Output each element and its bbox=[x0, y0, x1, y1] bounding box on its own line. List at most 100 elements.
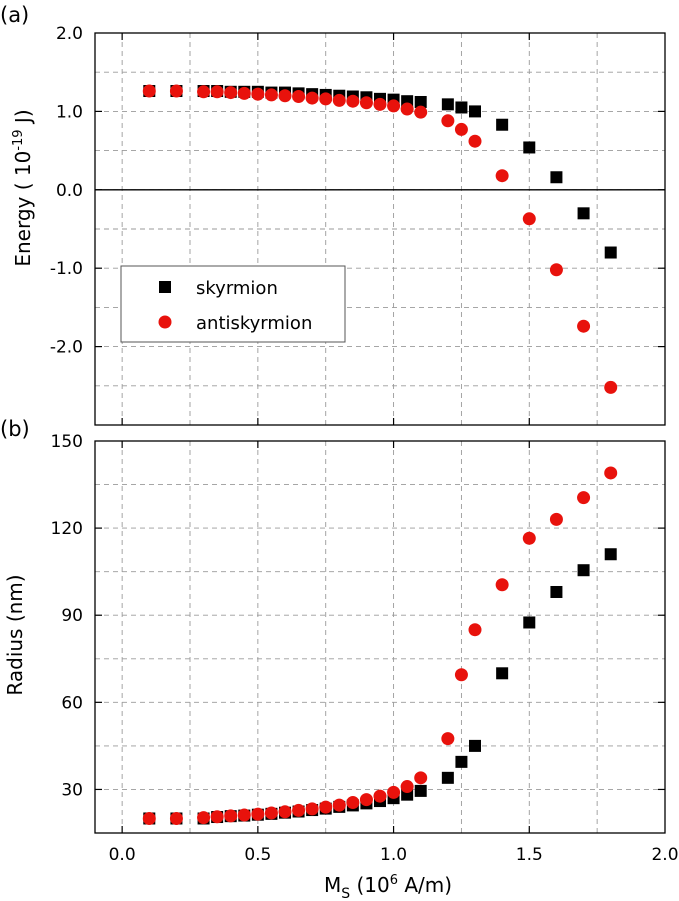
y-tick-label: 1.0 bbox=[56, 102, 83, 122]
x-tick-label: 1.5 bbox=[516, 845, 543, 865]
skyrmion-point bbox=[414, 784, 427, 797]
antiskyrmion-point bbox=[346, 796, 360, 810]
antiskyrmion-point bbox=[577, 491, 591, 505]
series-antiskyrmion bbox=[142, 84, 618, 394]
antiskyrmion-point bbox=[224, 809, 238, 823]
y-tick-label: 0.0 bbox=[56, 181, 83, 201]
skyrmion-point bbox=[469, 739, 481, 752]
skyrmion-point bbox=[577, 207, 590, 220]
antiskyrmion-point bbox=[278, 805, 292, 819]
antiskyrmion-point bbox=[441, 732, 455, 746]
skyrmion-point bbox=[455, 101, 468, 114]
antiskyrmion-point bbox=[346, 94, 360, 108]
xlabel-sub: S bbox=[341, 886, 350, 901]
antiskyrmion-point bbox=[224, 86, 238, 100]
skyrmion-point bbox=[441, 771, 454, 784]
antiskyrmion-point bbox=[495, 578, 509, 592]
panel-b-markers bbox=[142, 466, 618, 825]
antiskyrmion-point bbox=[197, 85, 211, 99]
legend-antiskyrmion-label: antiskyrmion bbox=[196, 313, 312, 334]
skyrmion-point bbox=[523, 616, 536, 629]
series-skyrmion bbox=[143, 548, 617, 825]
antiskyrmion-point bbox=[454, 122, 468, 136]
antiskyrmion-point bbox=[454, 668, 468, 682]
skyrmion-point bbox=[604, 548, 617, 561]
antiskyrmion-point bbox=[197, 811, 211, 825]
antiskyrmion-point bbox=[292, 803, 306, 817]
xlabel-tail: A/m) bbox=[398, 873, 452, 897]
antiskyrmion-point bbox=[359, 793, 373, 807]
antiskyrmion-point bbox=[468, 623, 482, 637]
skyrmion-point bbox=[604, 246, 617, 259]
skyrmion-point bbox=[441, 98, 454, 111]
skyrmion-point bbox=[455, 755, 468, 768]
antiskyrmion-point bbox=[169, 84, 183, 98]
antiskyrmion-point bbox=[400, 780, 414, 794]
antiskyrmion-point bbox=[387, 785, 401, 799]
skyrmion-point bbox=[523, 141, 536, 154]
panel-a-markers bbox=[142, 84, 618, 394]
panel-b-grid bbox=[95, 441, 665, 833]
panel-b-xlabel: MS (106 A/m) bbox=[324, 873, 452, 901]
y-tick-label: 150 bbox=[51, 432, 83, 452]
antiskyrmion-point bbox=[373, 789, 387, 803]
antiskyrmion-point bbox=[278, 89, 292, 103]
series-antiskyrmion bbox=[142, 466, 618, 825]
antiskyrmion-point bbox=[210, 85, 224, 99]
skyrmion-point bbox=[496, 667, 509, 680]
skyrmion-point bbox=[414, 95, 427, 108]
x-tick-label: 2.0 bbox=[651, 845, 678, 865]
legend-skyrmion-marker bbox=[159, 281, 171, 293]
skyrmion-point bbox=[550, 585, 563, 598]
xlabel-mid: (10 bbox=[350, 873, 390, 897]
skyrmion-point bbox=[469, 105, 481, 118]
y-tick-label: 120 bbox=[51, 519, 83, 539]
y-tick-label: -1.0 bbox=[50, 259, 83, 279]
panel-a-ylabel-tail: J) bbox=[11, 109, 35, 129]
panel-a-energy: (a) 2.01.00.0-1.0-2.0 Energy ( 10-19 J) … bbox=[0, 3, 666, 426]
y-tick-label: 2.0 bbox=[56, 24, 83, 44]
panel-a-frame bbox=[94, 32, 666, 426]
antiskyrmion-point bbox=[522, 212, 536, 226]
panel-a-label: (a) bbox=[0, 3, 29, 27]
antiskyrmion-point bbox=[305, 802, 319, 816]
panel-a-ylabel: Energy ( 10-19 J) bbox=[11, 109, 35, 266]
antiskyrmion-point bbox=[604, 380, 618, 394]
antiskyrmion-point bbox=[264, 88, 278, 102]
skyrmion-point bbox=[496, 118, 509, 131]
antiskyrmion-point bbox=[251, 807, 265, 821]
y-tick-label: 60 bbox=[61, 693, 83, 713]
antiskyrmion-point bbox=[319, 800, 333, 814]
antiskyrmion-point bbox=[577, 319, 591, 333]
antiskyrmion-point bbox=[237, 86, 251, 100]
legend-antiskyrmion-marker bbox=[158, 315, 172, 329]
antiskyrmion-point bbox=[359, 96, 373, 110]
antiskyrmion-point bbox=[264, 806, 278, 820]
antiskyrmion-point bbox=[142, 84, 156, 98]
antiskyrmion-point bbox=[210, 810, 224, 824]
panel-b-ylabel: Radius (nm) bbox=[3, 574, 27, 695]
panel-b-frame bbox=[94, 440, 666, 834]
antiskyrmion-point bbox=[332, 93, 346, 107]
antiskyrmion-point bbox=[522, 531, 536, 545]
antiskyrmion-point bbox=[414, 771, 428, 785]
x-tick-label: 0.0 bbox=[109, 845, 136, 865]
panel-a-ylabel-sup: -19 bbox=[11, 129, 26, 150]
panel-b-ticks: 150 120 90 60 30 0.0 0.5 1.0 1.5 2.0 bbox=[51, 432, 679, 865]
antiskyrmion-point bbox=[305, 91, 319, 105]
antiskyrmion-point bbox=[169, 811, 183, 825]
skyrmion-point bbox=[550, 171, 563, 184]
xlabel-sup: 6 bbox=[390, 873, 398, 888]
antiskyrmion-point bbox=[604, 466, 618, 480]
antiskyrmion-point bbox=[495, 169, 509, 183]
antiskyrmion-point bbox=[251, 87, 265, 101]
antiskyrmion-point bbox=[549, 512, 563, 526]
x-tick-label: 1.0 bbox=[380, 845, 407, 865]
antiskyrmion-point bbox=[387, 99, 401, 113]
antiskyrmion-point bbox=[373, 97, 387, 111]
y-tick-label: -2.0 bbox=[50, 338, 83, 358]
skyrmion-point bbox=[577, 564, 590, 577]
panel-a-ylabel-main: Energy ( 10 bbox=[11, 151, 35, 267]
panel-a-ticks: 2.0 1.0 0.0 -1.0 -2.0 bbox=[50, 24, 665, 425]
legend-skyrmion-label: skyrmion bbox=[196, 278, 278, 299]
